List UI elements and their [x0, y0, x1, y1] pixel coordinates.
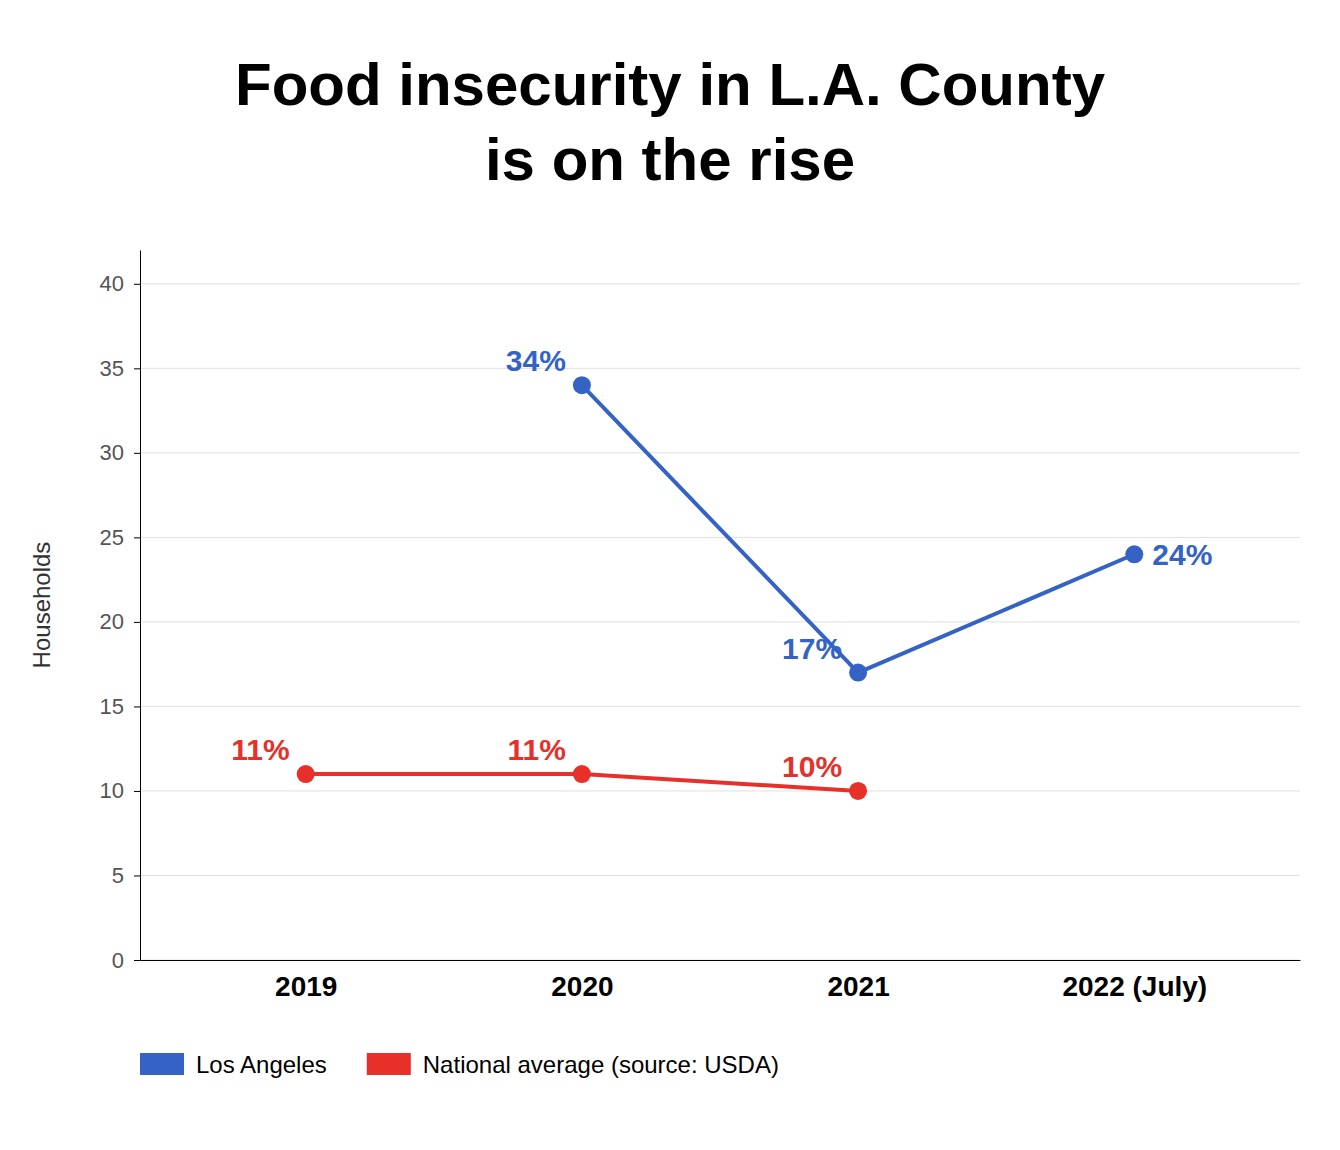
grid-line	[140, 452, 1300, 453]
x-tick-label: 2020	[551, 971, 613, 1002]
y-tick: 20	[100, 609, 140, 634]
y-tick: 0	[112, 948, 140, 973]
y-tick-label: 0	[112, 948, 124, 973]
y-tick-mark	[134, 791, 140, 792]
grid-line	[140, 960, 1300, 961]
data-label: 17%	[782, 632, 842, 665]
y-axis: 0 5 10 15 20 25 30 35 40	[100, 251, 141, 973]
y-tick-mark	[134, 284, 140, 285]
series-point	[297, 765, 315, 783]
y-tick-mark	[134, 622, 140, 623]
y-tick: 25	[100, 525, 140, 550]
plot-area	[297, 376, 1144, 800]
grid	[140, 284, 1300, 960]
y-tick-label: 40	[100, 271, 124, 296]
series-point	[573, 765, 591, 783]
y-tick: 10	[100, 778, 140, 803]
grid-line	[140, 368, 1300, 369]
y-tick-mark	[134, 537, 140, 538]
x-tick-label: 2021	[827, 971, 889, 1002]
x-tick: 2019	[275, 960, 337, 1002]
y-tick-mark	[134, 706, 140, 707]
data-label: 11%	[508, 733, 566, 766]
axis-line	[141, 960, 1301, 961]
legend-item: Los Angeles	[140, 1051, 327, 1078]
y-tick-label: 35	[100, 356, 124, 381]
grid-line	[140, 621, 1300, 622]
y-tick: 15	[100, 694, 140, 719]
y-tick-mark	[134, 368, 140, 369]
legend: Los Angeles National average (source: USD…	[140, 1051, 779, 1078]
y-tick-label: 15	[100, 694, 124, 719]
grid-line	[140, 875, 1300, 876]
series-point	[849, 782, 867, 800]
y-tick-label: 5	[112, 863, 124, 888]
y-tick-mark	[134, 875, 140, 876]
y-tick-label: 30	[100, 440, 124, 465]
series-point	[849, 664, 867, 682]
x-tick-label: 2019	[275, 971, 337, 1002]
grid-line	[140, 283, 1300, 284]
grid-line	[140, 790, 1300, 791]
data-label: 11%	[231, 733, 289, 766]
x-tick-label: 2022 (July)	[1062, 971, 1207, 1002]
series-point	[1125, 545, 1143, 563]
legend-swatch	[140, 1053, 184, 1075]
y-axis-title: Households	[28, 542, 55, 669]
title: Food insecurity in L.A. County	[235, 51, 1106, 118]
legend-swatch	[367, 1053, 411, 1075]
y-tick-label: 25	[100, 525, 124, 550]
axis-line	[140, 251, 141, 961]
y-tick: 40	[100, 271, 140, 296]
y-tick-label: 20	[100, 609, 124, 634]
data-label: 10%	[782, 750, 842, 783]
y-tick: 35	[100, 356, 140, 381]
legend-label: National average (source: USDA)	[423, 1051, 779, 1078]
grid-line	[140, 537, 1300, 538]
data-label: 34%	[506, 344, 566, 377]
y-tick-mark	[134, 960, 140, 961]
y-tick-mark	[134, 453, 140, 454]
x-tick: 2022 (July)	[1062, 960, 1207, 1002]
series-point	[573, 376, 591, 394]
x-axis: 2019 2020 2021 2022 (July)	[141, 960, 1301, 1002]
y-tick-label: 10	[100, 778, 124, 803]
y-tick: 5	[112, 863, 140, 888]
grid-line	[140, 706, 1300, 707]
data-labels: 34% 17% 24% 11% 11% 10%	[231, 344, 1212, 783]
x-tick: 2021	[827, 960, 889, 1002]
legend-item: National average (source: USDA)	[367, 1051, 779, 1078]
y-tick: 30	[100, 440, 140, 465]
series-line	[582, 385, 1134, 672]
x-tick: 2020	[551, 960, 613, 1002]
data-label: 24%	[1152, 538, 1212, 571]
legend-label: Los Angeles	[196, 1051, 327, 1078]
chart: Food insecurity in L.A. County is on the …	[0, 0, 1340, 1150]
subtitle: is on the rise	[485, 126, 855, 193]
